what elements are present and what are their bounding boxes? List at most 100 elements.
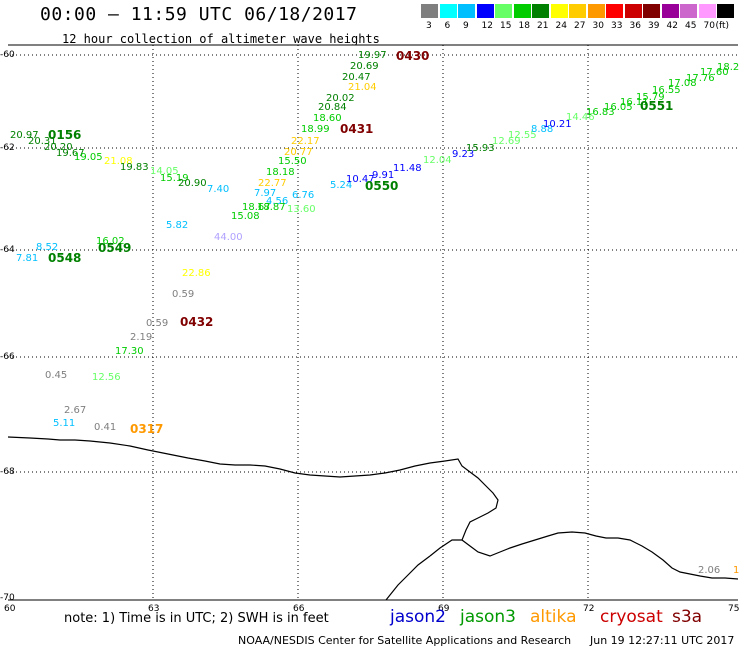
scale-label: 39 bbox=[648, 21, 660, 31]
swh-value: 20.97 bbox=[10, 130, 39, 141]
swh-value: 2.19 bbox=[130, 332, 153, 343]
scale-swatch bbox=[717, 4, 734, 18]
scale-swatch bbox=[495, 4, 512, 18]
swh-value: 2.67 bbox=[64, 405, 87, 416]
graticule bbox=[8, 45, 738, 600]
swh-value: 12.04 bbox=[423, 155, 452, 166]
color-scale-legend: 3 6 9 12 15 18 21 24 27 30 33 36 39 42 45 70 (ft) bbox=[421, 4, 737, 36]
swh-value: 17.60 bbox=[700, 67, 729, 78]
scale-swatch bbox=[476, 4, 494, 18]
satellite-name: s3a bbox=[672, 607, 703, 627]
lon-label: 63 bbox=[148, 604, 160, 614]
scale-swatch bbox=[550, 4, 568, 18]
satellite-name: altika bbox=[530, 607, 577, 627]
scale-label: 24 bbox=[555, 21, 567, 31]
coastline-inlet-2 bbox=[429, 539, 462, 557]
swh-value: 1 bbox=[733, 565, 740, 576]
swh-value: 18.2 bbox=[717, 62, 740, 73]
swh-value: 9.91 bbox=[372, 170, 395, 181]
swh-value: 8.52 bbox=[36, 242, 59, 253]
swh-value: 17.30 bbox=[115, 346, 144, 357]
lat-label: -68 bbox=[0, 467, 15, 477]
swh-value: 20.02 bbox=[326, 93, 355, 104]
satellite-name: jason3 bbox=[460, 607, 516, 627]
swh-value: 7.97 bbox=[254, 188, 277, 199]
swh-value: 18.67 bbox=[242, 202, 271, 213]
credit-text: NOAA/NESDIS Center for Satellite Applica… bbox=[238, 634, 572, 647]
swh-value: 14.46 bbox=[566, 112, 595, 123]
scale-label: 30 bbox=[592, 21, 604, 31]
scale-swatch bbox=[587, 4, 605, 18]
swh-value: 15.19 bbox=[160, 173, 189, 184]
swh-value: 22.86 bbox=[182, 268, 211, 279]
scale-label: 15 bbox=[500, 21, 512, 31]
swh-value: 15.50 bbox=[278, 156, 307, 167]
swh-value: 20.20 bbox=[44, 142, 73, 153]
scale-swatch bbox=[624, 4, 642, 18]
swh-value: 4.56 bbox=[266, 196, 289, 207]
swh-value: 12.69 bbox=[492, 136, 521, 147]
pass-time: 0432 bbox=[180, 315, 214, 329]
scale-label: 42 bbox=[666, 21, 678, 31]
scale-swatch bbox=[569, 4, 586, 18]
swh-value: 16.05 bbox=[604, 102, 633, 113]
swh-value: 11.48 bbox=[393, 163, 422, 174]
swh-value: 12.56 bbox=[92, 372, 121, 383]
swh-value: 20.77 bbox=[284, 147, 313, 158]
swh-value: 2.06 bbox=[698, 565, 721, 576]
swh-value: 12.55 bbox=[508, 130, 537, 141]
lon-label: 72 bbox=[583, 604, 595, 614]
swh-value: 6.76 bbox=[292, 190, 315, 201]
scale-swatch bbox=[513, 4, 531, 18]
footer-note: note: 1) Time is in UTC; 2) SWH is in fe… bbox=[64, 611, 329, 626]
pass-time: 0431 bbox=[340, 122, 374, 136]
scale-label: 9 bbox=[463, 21, 469, 31]
swh-value: 22.17 bbox=[291, 136, 320, 147]
scale-swatch bbox=[421, 4, 438, 18]
scale-label: 70 bbox=[703, 21, 715, 31]
satellite-name: cryosat bbox=[600, 607, 663, 627]
swh-value: 10.47 bbox=[346, 174, 375, 185]
pass-time: 0430 bbox=[396, 49, 430, 63]
swh-value: 18.87 bbox=[257, 202, 286, 213]
swh-value: 5.82 bbox=[166, 220, 189, 231]
lat-label: -70 bbox=[0, 593, 15, 603]
swh-value: 5.24 bbox=[330, 180, 353, 191]
lon-label: 69 bbox=[438, 604, 450, 614]
swh-value: 7.81 bbox=[16, 253, 39, 264]
scale-swatch bbox=[643, 4, 660, 18]
swh-value: 20.84 bbox=[318, 102, 347, 113]
scale-swatch bbox=[661, 4, 679, 18]
scale-swatch bbox=[606, 4, 623, 18]
swh-value: 16.55 bbox=[652, 85, 681, 96]
pass-time: 0550 bbox=[365, 179, 399, 193]
scale-swatch bbox=[458, 4, 475, 18]
swh-value: 7.40 bbox=[207, 184, 230, 195]
page-title: 00:00 – 11:59 UTC 06/18/2017 bbox=[40, 4, 358, 25]
swh-value: 20.90 bbox=[178, 178, 207, 189]
scale-label: 6 bbox=[444, 21, 451, 31]
swh-value: 14.05 bbox=[150, 166, 179, 177]
coastline bbox=[7, 436, 739, 580]
swh-value: 21.08 bbox=[104, 156, 133, 167]
swh-value: 17.76 bbox=[686, 73, 715, 84]
lon-label: 66 bbox=[293, 604, 305, 614]
swh-value: 18.99 bbox=[301, 124, 330, 135]
swh-value: 10.21 bbox=[543, 119, 572, 130]
swh-value: 8.88 bbox=[531, 124, 554, 135]
swh-value: 22.77 bbox=[258, 178, 287, 189]
scale-label: 12 bbox=[481, 21, 493, 31]
swh-value: 20.47 bbox=[342, 72, 371, 83]
page-subtitle: 12 hour collection of altimeter wave hei… bbox=[62, 32, 380, 46]
scale-swatch bbox=[532, 4, 549, 18]
scale-label: 27 bbox=[574, 21, 586, 31]
pass-time: 0317 bbox=[130, 422, 164, 436]
scale-label: 45 bbox=[685, 21, 697, 31]
lat-label: -64 bbox=[0, 245, 15, 255]
lon-label: 75 bbox=[728, 604, 740, 614]
scale-label: 21 bbox=[537, 21, 549, 31]
satellite-name: jason2 bbox=[390, 607, 446, 627]
swh-value: 20.31 bbox=[28, 136, 57, 147]
pass-time: 0156 bbox=[48, 128, 82, 142]
